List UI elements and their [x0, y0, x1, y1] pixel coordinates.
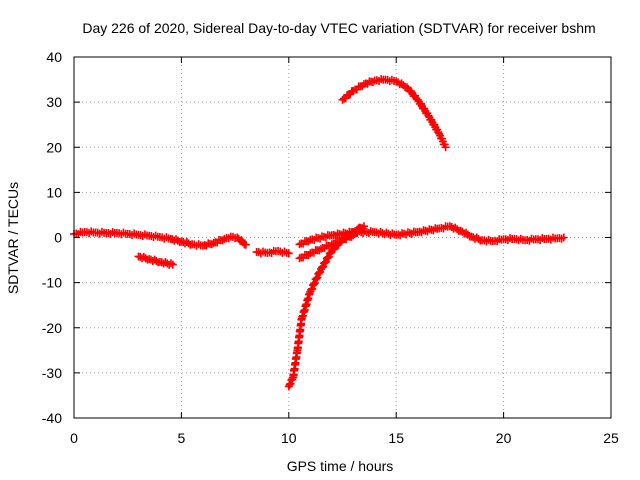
series-track-main-a [70, 227, 250, 250]
data-point-marker [359, 222, 368, 231]
x-tick-label: 25 [603, 430, 619, 446]
data-point-marker [460, 229, 469, 238]
y-tick-label: 0 [54, 230, 62, 246]
data-point-marker [288, 375, 297, 384]
chart-title: Day 226 of 2020, Sidereal Day-to-day VTE… [82, 20, 595, 36]
series-track-short-b [252, 246, 293, 258]
x-tick-label: 15 [388, 430, 404, 446]
data-point-marker [402, 83, 411, 92]
x-tick-label: 5 [178, 430, 186, 446]
axis-ticks: 0 5 10 15 20 25 -40 -30 -20 -10 0 10 20 30 40 [42, 49, 619, 446]
data-point-marker [166, 259, 175, 268]
data-point-marker [168, 260, 177, 269]
data-point-marker [559, 233, 568, 242]
y-tick-label: 40 [46, 49, 62, 65]
data-point-marker [368, 77, 377, 86]
data-point-marker [388, 229, 397, 238]
data-point-marker [349, 86, 358, 95]
y-tick-label: 20 [46, 139, 62, 155]
y-tick-label: -10 [42, 275, 62, 291]
data-point-marker [474, 235, 483, 244]
data-point-marker [315, 268, 324, 277]
data-point-marker [184, 239, 193, 248]
data-point-marker [241, 240, 250, 249]
y-axis-label: SDTVAR / TECUs [5, 182, 21, 294]
data-point-marker [307, 285, 316, 294]
data-point-marker [441, 143, 450, 152]
data-point-marker [395, 80, 404, 89]
x-tick-label: 0 [70, 430, 78, 446]
y-tick-label: 30 [46, 94, 62, 110]
data-point-marker [312, 274, 321, 283]
data-point-marker [424, 111, 433, 120]
data-point-marker [366, 227, 375, 236]
y-tick-label: 10 [46, 184, 62, 200]
data-point-marker [308, 284, 317, 293]
data-point-marker [364, 228, 373, 237]
data-point-marker [313, 273, 322, 282]
data-points [70, 75, 568, 391]
data-point-marker [310, 279, 319, 288]
data-point-marker [453, 225, 462, 234]
data-point-marker [152, 256, 161, 265]
x-tick-label: 20 [496, 430, 512, 446]
series-track-short-a [134, 252, 177, 269]
data-point-marker [173, 236, 182, 245]
series-track-main-b [295, 222, 568, 249]
data-point-marker [284, 249, 293, 258]
data-point-marker [141, 254, 150, 263]
data-point-marker [285, 380, 294, 389]
series-track-arc [338, 75, 450, 152]
y-tick-label: -30 [42, 365, 62, 381]
x-tick-label: 10 [281, 430, 297, 446]
x-axis-label: GPS time / hours [287, 458, 394, 474]
data-point-marker [286, 379, 295, 388]
y-tick-label: -20 [42, 320, 62, 336]
y-tick-label: -40 [42, 410, 62, 426]
data-point-marker [309, 280, 318, 289]
